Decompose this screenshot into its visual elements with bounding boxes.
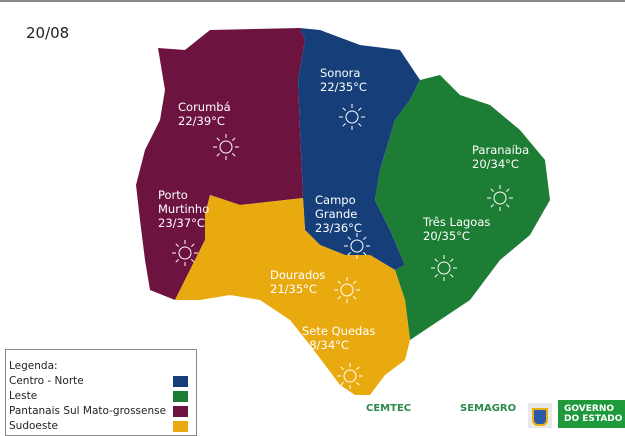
region-sudoeste [175,195,410,395]
label-sete-quedas: Sete Quedas 18/34°C [302,324,376,352]
legend-item-sudoeste: Sudoeste [9,420,194,433]
sun-icon [213,134,239,160]
semagro-logo: SEMAGRO [460,403,517,414]
label-paranaiba: Paranaíba 20/34°C [472,143,530,171]
label-tres-lagoas: Três Lagoas 20/35°C [423,215,491,243]
legend-item-centro-norte: Centro - Norte [9,375,194,388]
governo-logo: GOVERNO DO ESTADO [558,400,625,428]
legend-item-leste: Leste [9,390,194,403]
label-porto-murtinho: Porto Murtinho 23/37°C [158,188,210,230]
sun-icon [487,185,513,211]
region-leste [375,75,550,340]
region-pantanais [136,28,305,300]
label-corumba: Corumbá 22/39°C [178,100,231,128]
legend-title: Legenda: [9,360,58,372]
region-centro-norte [298,28,420,270]
forecast-date: 20/08 [26,24,70,42]
coat-of-arms-icon [528,403,552,428]
label-campo-grande: Campo Grande 23/36°C [315,193,362,235]
legend-item-pantanais: Pantanais Sul Mato-grossense [9,405,194,418]
top-border [0,0,625,2]
legend: Legenda: Centro - Norte Leste Pantanais … [5,349,197,436]
label-sonora: Sonora 22/35°C [320,66,367,94]
label-dourados: Dourados 21/35°C [270,268,326,296]
sun-icon [337,363,363,389]
sun-icon [344,233,370,259]
sun-icon [172,240,198,266]
sun-icon [431,255,457,281]
sun-icon [339,104,365,130]
cemtec-logo: CEMTEC [366,403,412,414]
sun-icon [334,277,360,303]
